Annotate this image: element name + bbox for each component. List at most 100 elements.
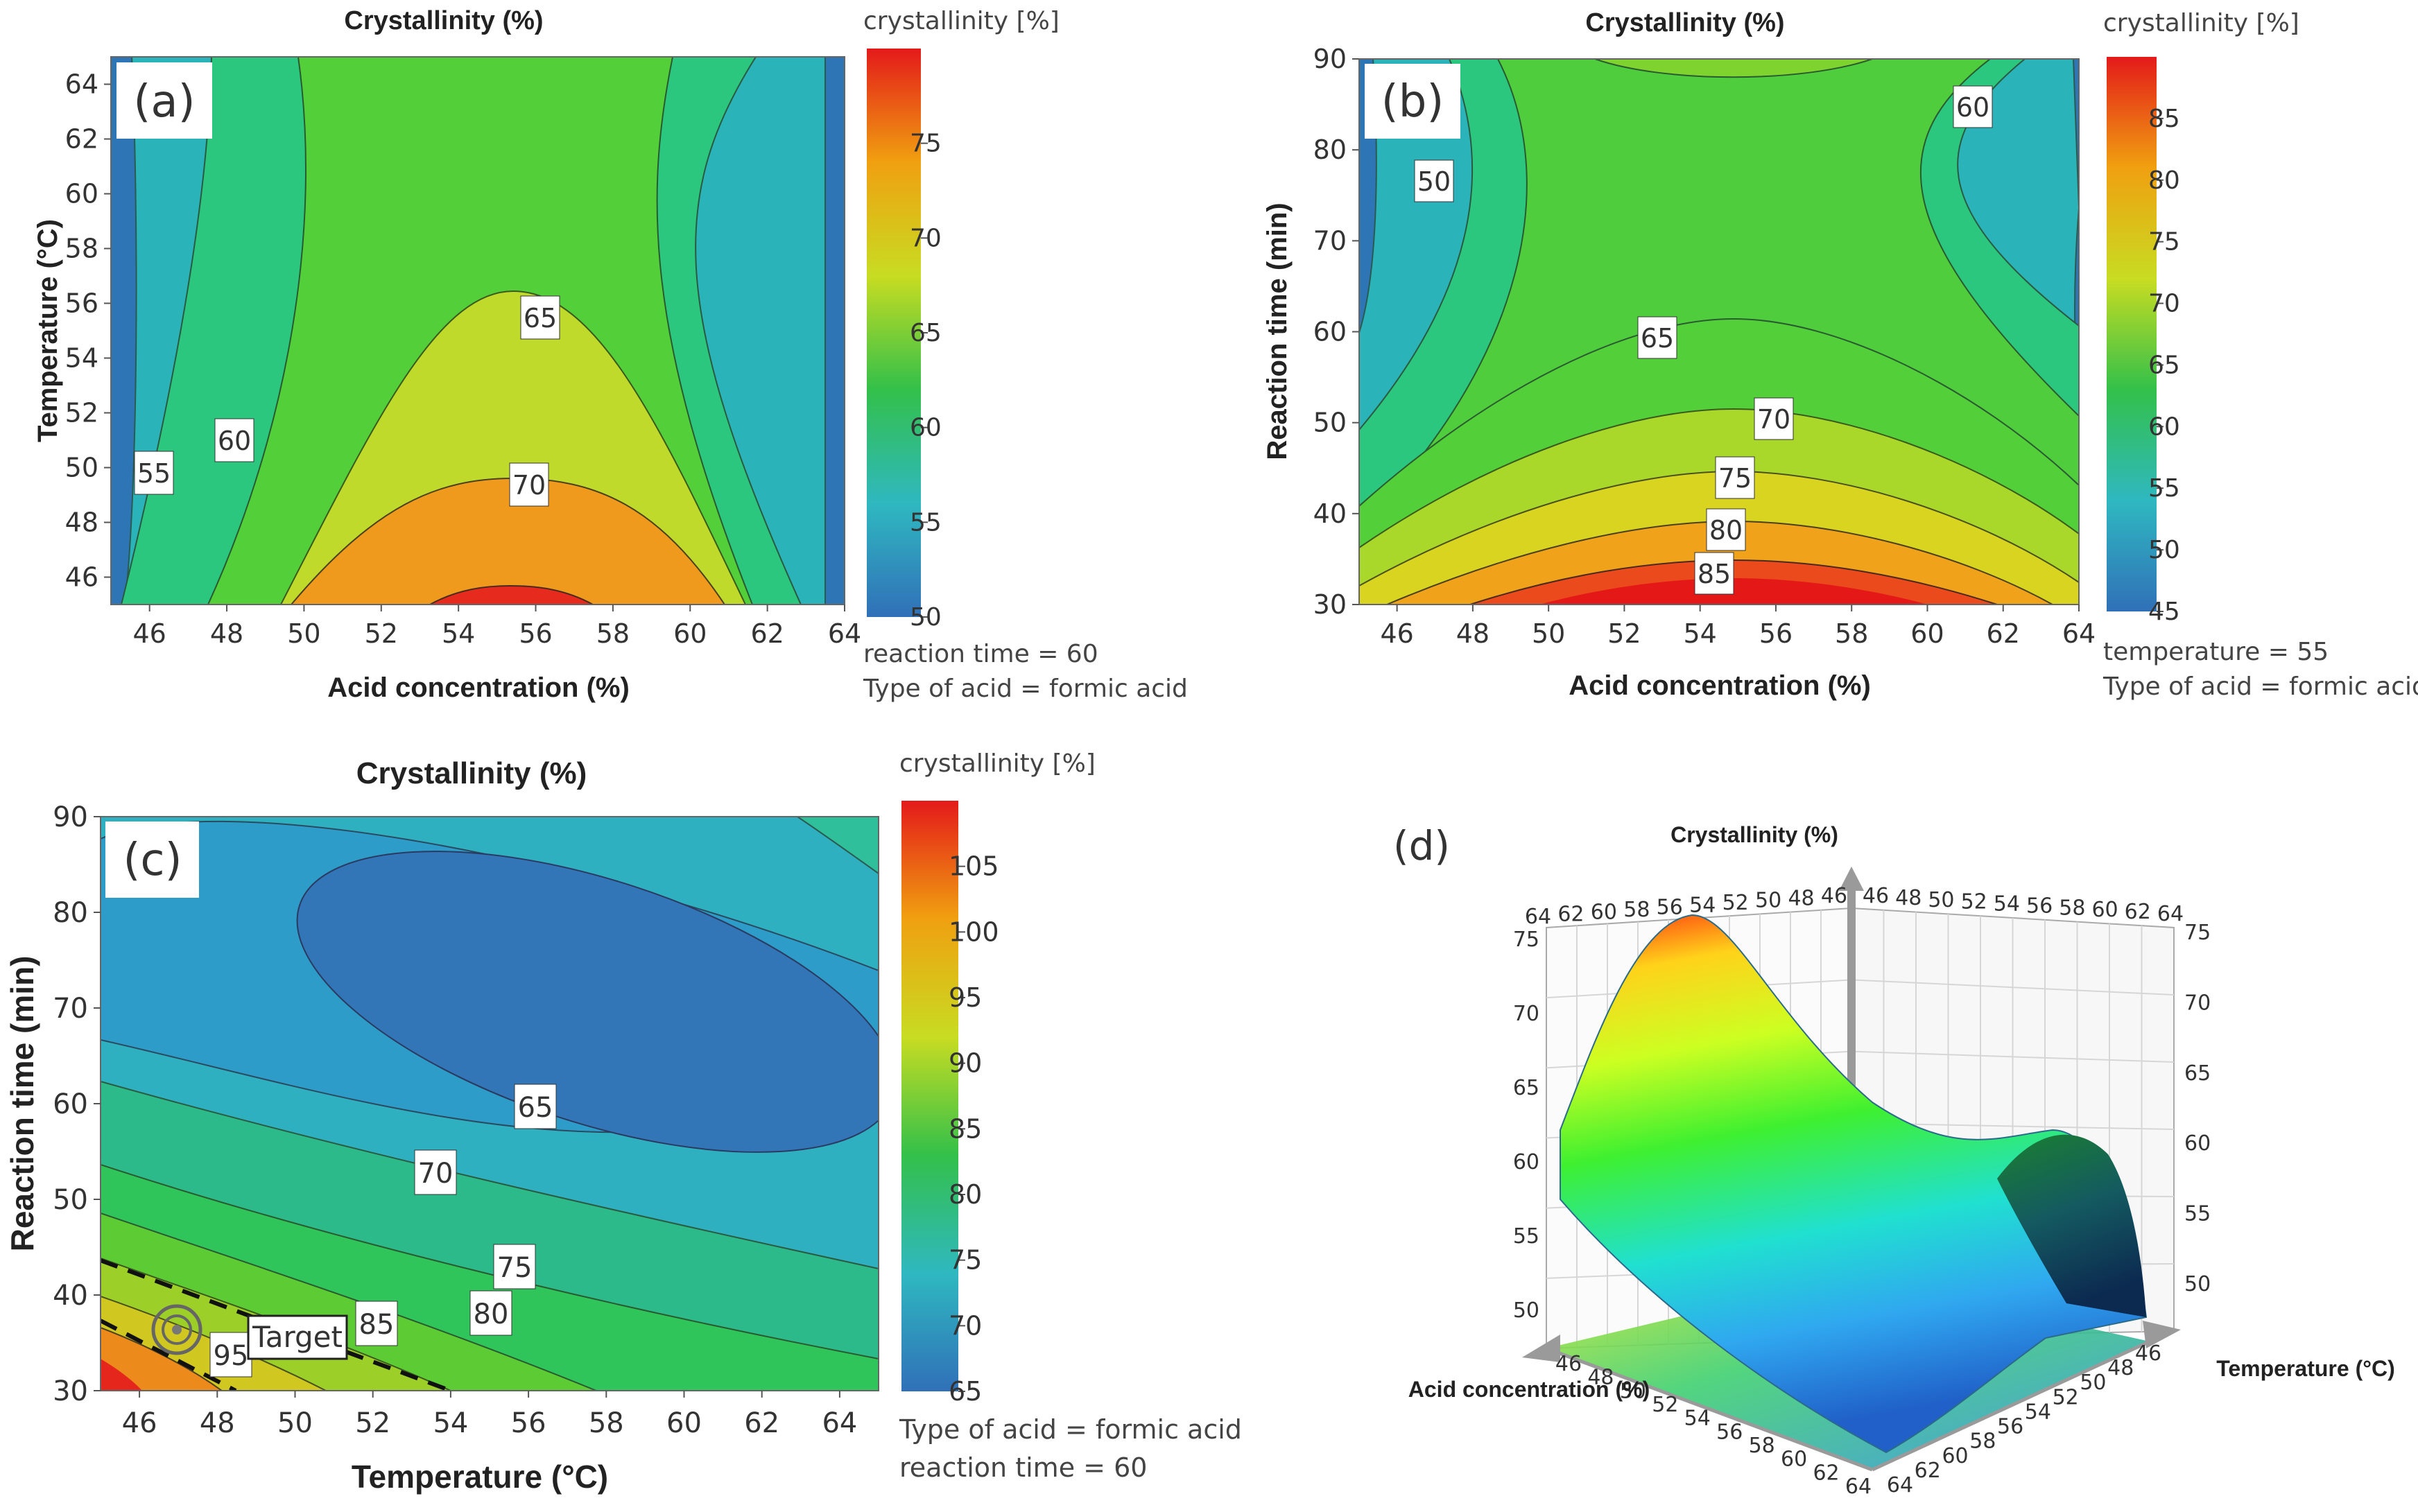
target-ring-outer	[151, 1304, 202, 1355]
contour-band-b-65-top	[1594, 59, 1873, 78]
colorbar-tick-label: 55	[910, 508, 942, 537]
colorbar-tick-label: 60	[2148, 412, 2180, 441]
contour-label-box	[469, 1290, 512, 1336]
target-ring-middle	[162, 1314, 192, 1345]
front-left-tick-label: 58	[1749, 1434, 1775, 1458]
y-tick-label: 52	[65, 398, 98, 428]
y-tick-label: 80	[1313, 134, 1347, 165]
contour-label-box	[1754, 397, 1794, 440]
y-tick-label: 40	[1313, 498, 1347, 529]
x-tick-label: 52	[365, 618, 398, 649]
y-tick-label: 56	[65, 288, 98, 319]
panel-a-yticks: 46 48 50 52 54 56 58 60 62 64	[65, 69, 111, 593]
panel-b-ylabel: Reaction time (min)	[1262, 202, 1293, 460]
colorbar-tick-label: 95	[949, 982, 982, 1013]
colorbar-tick-label: 60	[910, 414, 942, 442]
x-tick-label: 60	[666, 1407, 702, 1439]
x-tick-label: 54	[1684, 618, 1717, 649]
colorbar-tick-label: 85	[949, 1113, 982, 1144]
x-tick-label: 48	[210, 618, 243, 649]
colorbar-tick-label: 50	[2148, 536, 2180, 564]
panel-c-colorbar-ticks: 65 70 75 80 85 90 95 100 105	[949, 851, 999, 1407]
colorbar-tick-label: 105	[949, 851, 999, 882]
back-right-tick-label: 64	[2157, 902, 2184, 926]
z-tick-label-right: 75	[2184, 921, 2211, 945]
z-tick-label-left: 60	[1513, 1150, 1539, 1174]
grid-line	[1851, 1050, 2175, 1063]
contour-label: 95	[214, 1340, 249, 1372]
x-tick-label: 56	[519, 618, 552, 649]
target-dot	[172, 1325, 182, 1335]
colorbar-tick-label: 50	[910, 603, 942, 632]
panel-a-colorbar-ticks: 50 55 60 65 70 75	[910, 130, 942, 632]
x-tick-label: 64	[822, 1407, 857, 1439]
z-tick-label-right: 70	[2184, 991, 2211, 1015]
colorbar-tick-label: 65	[2148, 351, 2180, 379]
front-right-tick-label: 56	[1997, 1415, 2023, 1439]
y-tick-label: 64	[65, 69, 98, 100]
z-tick-label-left: 70	[1513, 1002, 1539, 1026]
colorbar-tick-label: 45	[2148, 598, 2180, 626]
panel-d-ylabel: Temperature (°C)	[2216, 1356, 2395, 1381]
panel-c-label-box	[105, 822, 199, 898]
x-tick-label: 62	[750, 618, 784, 649]
panel-a-xlabel: Acid concentration (%)	[327, 672, 630, 703]
x-tick-label: 58	[1835, 618, 1868, 649]
panel-c-colorbar	[901, 801, 958, 1391]
back-left-tick-label: 58	[1623, 898, 1650, 922]
contour-label: 70	[418, 1158, 454, 1190]
y-tick-label: 48	[65, 507, 98, 538]
back-right-tick-label: 56	[2026, 894, 2053, 918]
back-right-tick-label: 58	[2059, 896, 2085, 920]
panel-b-colorbar	[2107, 57, 2157, 611]
panel-b-title: Crystallinity (%)	[1585, 8, 1784, 37]
y-tick-label: 60	[1313, 317, 1347, 347]
panel-a-colorbar	[867, 49, 921, 617]
x-tick-label: 52	[355, 1407, 390, 1439]
x-tick-label: 52	[1607, 618, 1641, 649]
acid-axis-arrow	[1522, 1335, 1560, 1362]
target-bound-lower	[101, 1319, 237, 1391]
colorbar-tick-label: 85	[2148, 105, 2180, 133]
colorbar-tick-label: 70	[2148, 290, 2180, 318]
y-tick-label: 58	[65, 234, 98, 264]
panel-d-xlabel: Acid concentration (%)	[1408, 1377, 1650, 1402]
panel-a-frame	[110, 56, 845, 605]
panel-b-colorbar-label: crystallinity [%]	[2103, 9, 2299, 37]
z-tick-label-left: 75	[1513, 928, 1539, 952]
x-tick-label: 50	[277, 1407, 313, 1439]
colorbar-tick-label: 90	[949, 1048, 982, 1079]
colorbar-tick-label: 55	[2148, 474, 2180, 503]
contour-label: 80	[474, 1298, 509, 1330]
x-tick-label: 60	[1910, 618, 1944, 649]
back-right-tick-label: 52	[1961, 890, 1987, 914]
panel-b-xticks: 46 48 50 52 54 56 58 60 62 64	[1380, 605, 2096, 649]
colorbar-tick-label: 70	[949, 1310, 982, 1341]
y-tick-label: 30	[1313, 589, 1347, 620]
front-right-tick-label: 46	[2135, 1341, 2161, 1366]
panel-c-note-acid-type: Type of acid = formic acid	[899, 1414, 1242, 1445]
panel-d-ticks: 64 62 60 58 56 54 52 50 48 46 46 48 50 52 54 56 58 60 62 64…	[1513, 884, 2211, 1499]
z-tick-label-left: 50	[1513, 1298, 1539, 1323]
panel-a-contour-labels: 55 60 65 70	[134, 295, 560, 507]
temperature-axis-arrow	[2143, 1321, 2181, 1348]
panel-a-colorbar-label: crystallinity [%]	[863, 7, 1060, 35]
colorbar-tick-label: 65	[910, 319, 942, 347]
back-right-tick-label: 48	[1895, 886, 1922, 910]
panel-a-label: (a)	[133, 76, 195, 128]
x-tick-label: 56	[511, 1407, 546, 1439]
front-right-tick-label: 60	[1942, 1444, 1968, 1468]
y-tick-label: 54	[65, 343, 98, 374]
front-right-tick-label: 62	[1915, 1459, 1941, 1483]
y-tick-label: 90	[1313, 44, 1347, 74]
panel-c-yticks: 30 40 50 60 70 80 90	[53, 801, 101, 1407]
y-tick-label: 70	[53, 993, 88, 1025]
contour-label: 65	[1641, 323, 1674, 354]
front-right-tick-label: 52	[2053, 1385, 2079, 1409]
y-tick-label: 60	[65, 179, 98, 209]
front-left-tick-label: 52	[1652, 1393, 1678, 1417]
panel-a-ylabel: Temperature (°C)	[33, 219, 63, 442]
y-tick-label: 90	[53, 801, 88, 833]
